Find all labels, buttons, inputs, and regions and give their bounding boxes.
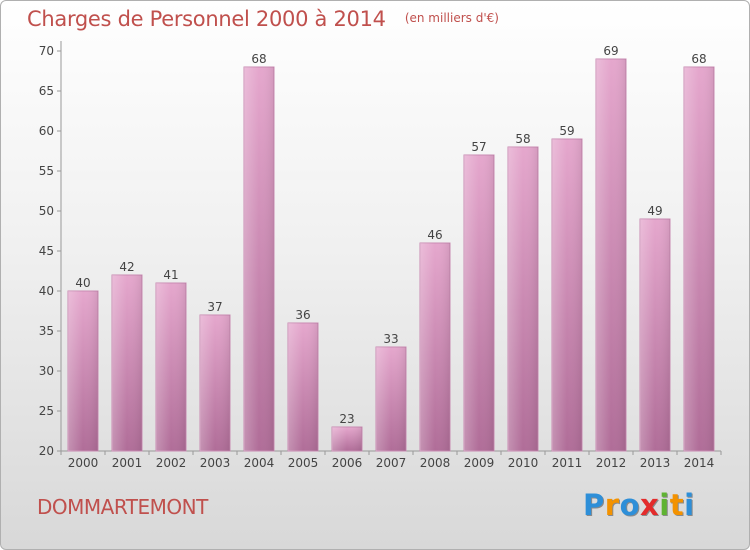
- y-tick-label: 40: [39, 284, 54, 298]
- bar-shade-2008: [420, 243, 450, 451]
- chart-unit: (en milliers d'€): [404, 11, 499, 25]
- x-tick-label-2006: 2006: [332, 456, 363, 470]
- x-tick-label-2005: 2005: [288, 456, 319, 470]
- bar-shade-2007: [376, 347, 406, 451]
- data-label-2006: 23: [339, 412, 354, 426]
- bar-shade-2014: [684, 67, 714, 451]
- x-tick-label-2010: 2010: [508, 456, 539, 470]
- bar-shade-2006: [332, 427, 362, 451]
- data-label-2003: 37: [207, 300, 222, 314]
- x-tick-label-2009: 2009: [464, 456, 495, 470]
- bar-shade-2009: [464, 155, 494, 451]
- data-label-2010: 58: [515, 132, 530, 146]
- x-tick-label-2003: 2003: [200, 456, 231, 470]
- bars: [67, 58, 715, 452]
- bar-shade-2001: [112, 275, 142, 451]
- x-tick-label-2007: 2007: [376, 456, 407, 470]
- bar-shade-2000: [68, 291, 98, 451]
- x-tick-label-2011: 2011: [552, 456, 583, 470]
- data-label-2001: 42: [119, 260, 134, 274]
- y-tick-label: 60: [39, 124, 54, 138]
- bar-shade-2012: [596, 59, 626, 451]
- data-labels: 40 42 41 37 68 36 23 33 46 57 58 59 69 49 68: [75, 44, 706, 426]
- chart-title: Charges de Personnel 2000 à 2014: [27, 7, 386, 31]
- bar-shade-2003: [200, 315, 230, 451]
- logo-letter: o: [619, 488, 641, 522]
- x-tick-label-2000: 2000: [68, 456, 99, 470]
- data-label-2012: 69: [603, 44, 618, 58]
- data-label-2005: 36: [295, 308, 310, 322]
- logo-letter: t: [669, 488, 685, 522]
- bar-shade-2011: [552, 139, 582, 451]
- title-row: Charges de Personnel 2000 à 2014 (en mil…: [27, 7, 499, 31]
- bar-shade-2010: [508, 147, 538, 451]
- x-tick-label-2004: 2004: [244, 456, 275, 470]
- data-label-2014: 68: [691, 52, 706, 66]
- y-axis: 20 25 30 35 40 45 50 55 60 65 70: [39, 41, 62, 458]
- y-tick-label: 50: [39, 204, 54, 218]
- data-label-2013: 49: [647, 204, 662, 218]
- y-tick-label: 20: [39, 444, 54, 458]
- logo-letter: x: [640, 488, 660, 522]
- data-label-2004: 68: [251, 52, 266, 66]
- y-tick-label: 65: [39, 84, 54, 98]
- data-label-2002: 41: [163, 268, 178, 282]
- y-tick-label: 25: [39, 404, 54, 418]
- data-label-2000: 40: [75, 276, 90, 290]
- bar-shade-2013: [640, 219, 670, 451]
- bar-shade-2005: [288, 323, 318, 451]
- town-name: DOMMARTEMONT: [37, 495, 208, 519]
- y-tick-label: 45: [39, 244, 54, 258]
- bar-shade-2002: [156, 283, 186, 451]
- x-tick-label-2001: 2001: [112, 456, 143, 470]
- x-tick-label-2012: 2012: [596, 456, 627, 470]
- data-label-2011: 59: [559, 124, 574, 138]
- data-label-2008: 46: [427, 228, 442, 242]
- bar-shade-2004: [244, 67, 274, 451]
- data-label-2007: 33: [383, 332, 398, 346]
- x-axis: 2000 2001 2002 2003 2004 2005 2006 2007 2008 2009…: [60, 450, 722, 470]
- logo-letter: i: [659, 488, 670, 522]
- x-tick-label-2014: 2014: [684, 456, 715, 470]
- y-tick-label: 55: [39, 164, 54, 178]
- y-tick-label: 30: [39, 364, 54, 378]
- y-tick-label: 35: [39, 324, 54, 338]
- x-tick-label-2013: 2013: [640, 456, 671, 470]
- y-tick-label: 70: [39, 44, 54, 58]
- logo-letter: r: [604, 488, 620, 522]
- proxiti-logo[interactable]: Proxiti: [583, 488, 695, 522]
- x-tick-label-2002: 2002: [156, 456, 187, 470]
- data-label-2009: 57: [471, 140, 486, 154]
- logo-letter: i: [684, 488, 695, 522]
- x-tick-label-2008: 2008: [420, 456, 451, 470]
- logo-letter: P: [583, 488, 605, 522]
